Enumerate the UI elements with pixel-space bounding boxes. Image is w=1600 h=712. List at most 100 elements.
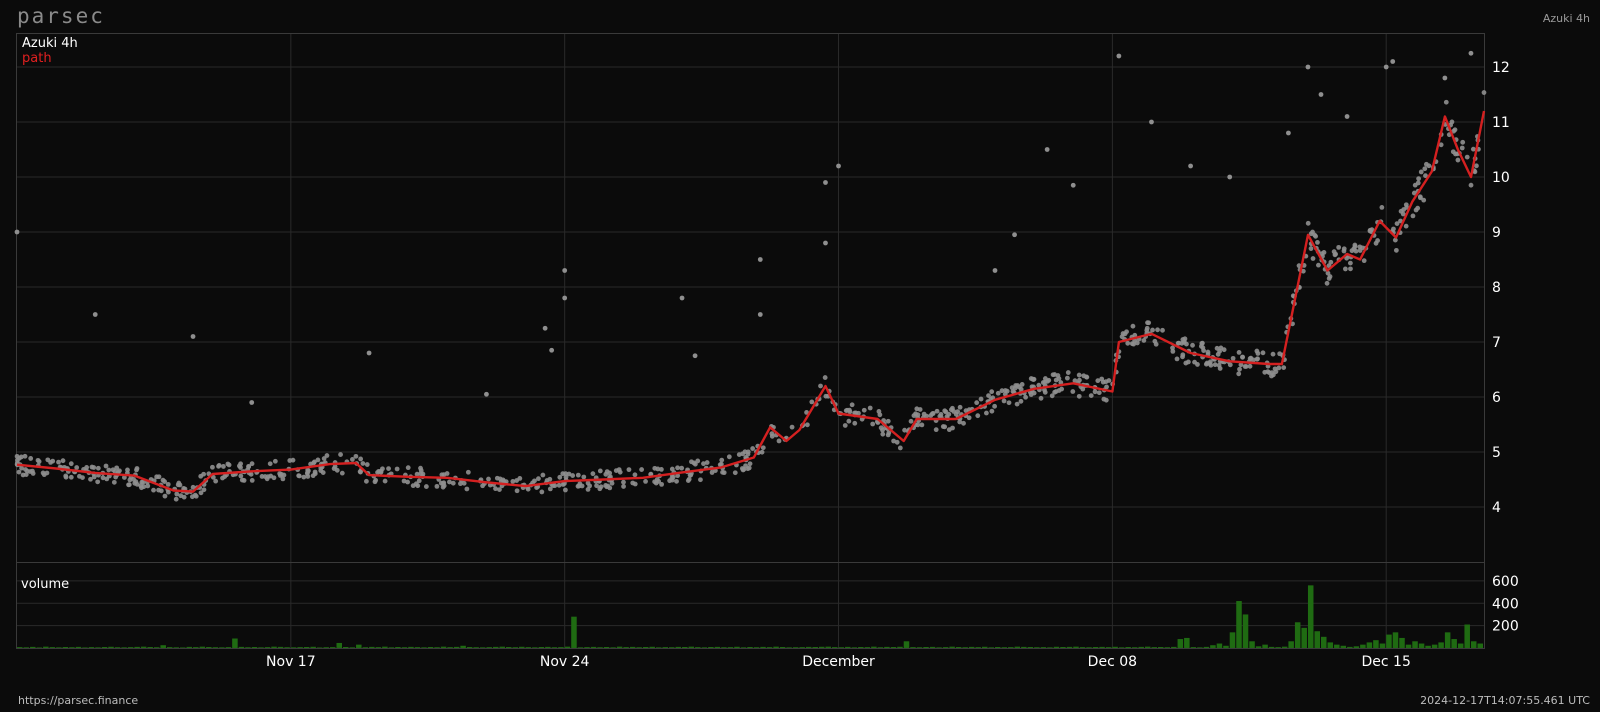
trade-point bbox=[760, 445, 766, 451]
trade-point bbox=[917, 407, 923, 412]
volume-bar bbox=[923, 646, 929, 648]
volume-bar bbox=[1112, 646, 1118, 648]
trade-point bbox=[1464, 154, 1470, 160]
trade-point bbox=[1149, 119, 1154, 125]
trade-point bbox=[366, 350, 372, 356]
trade-point bbox=[822, 375, 828, 380]
volume-bar bbox=[408, 646, 414, 648]
trade-point bbox=[547, 486, 553, 492]
volume-bar bbox=[1099, 646, 1105, 648]
trade-point bbox=[654, 477, 660, 482]
trade-point bbox=[560, 471, 566, 477]
footer-site-link[interactable]: https://parsec.finance bbox=[18, 694, 139, 707]
trade-point bbox=[575, 483, 581, 489]
trade-point bbox=[1204, 360, 1210, 366]
volume-bar bbox=[1210, 645, 1216, 648]
trade-point bbox=[844, 407, 850, 413]
price-path-line bbox=[16, 110, 1486, 493]
volume-bar bbox=[1457, 643, 1464, 648]
volume-bar bbox=[147, 646, 153, 648]
trade-point bbox=[1124, 329, 1129, 335]
volume-bar bbox=[825, 646, 831, 648]
trade-point bbox=[741, 466, 747, 472]
trade-point bbox=[670, 474, 676, 480]
volume-bar bbox=[1060, 646, 1066, 648]
volume-bar bbox=[649, 646, 655, 648]
volume-bar bbox=[466, 646, 473, 648]
trade-point bbox=[842, 423, 848, 428]
trade-point bbox=[1010, 389, 1016, 394]
trade-point bbox=[174, 491, 180, 497]
trade-point bbox=[1422, 166, 1428, 172]
volume-bar bbox=[1412, 641, 1418, 648]
trade-point bbox=[1286, 130, 1291, 136]
trade-point bbox=[1200, 345, 1206, 351]
trade-point bbox=[1001, 398, 1007, 404]
volume-bar bbox=[688, 646, 695, 648]
volume-bar bbox=[669, 647, 675, 648]
trade-point bbox=[643, 478, 648, 484]
volume-bar bbox=[1144, 646, 1151, 648]
volume-bar bbox=[30, 646, 36, 648]
trade-point bbox=[301, 474, 307, 480]
volume-bar bbox=[890, 646, 897, 648]
trade-point bbox=[1266, 370, 1272, 375]
volume-bar bbox=[506, 646, 512, 648]
volume-bar bbox=[1321, 636, 1327, 648]
trade-point bbox=[1096, 390, 1102, 396]
trade-point bbox=[1277, 351, 1283, 357]
trade-point bbox=[225, 461, 231, 467]
trade-point bbox=[210, 474, 216, 480]
volume-bar bbox=[343, 646, 349, 648]
trade-point bbox=[532, 478, 537, 484]
trade-point bbox=[111, 479, 117, 485]
trade-point bbox=[1072, 378, 1078, 384]
trade-point bbox=[181, 494, 187, 500]
trade-point bbox=[1344, 114, 1350, 119]
trade-point bbox=[804, 422, 810, 428]
trade-point bbox=[16, 469, 22, 475]
volume-bar bbox=[88, 647, 95, 648]
trade-point bbox=[1150, 327, 1155, 333]
trade-point bbox=[138, 483, 144, 489]
volume-bar bbox=[199, 646, 206, 648]
volume-bar bbox=[1268, 646, 1275, 648]
volume-bar bbox=[1347, 646, 1353, 648]
trade-point bbox=[718, 461, 724, 467]
trade-point bbox=[1038, 395, 1044, 401]
main-grid bbox=[17, 34, 1484, 562]
volume-bar bbox=[734, 646, 740, 648]
volume-tick-label: 600 bbox=[1492, 574, 1519, 590]
volume-bar bbox=[1431, 644, 1438, 648]
volume-bar bbox=[1229, 632, 1236, 648]
trade-point bbox=[1237, 366, 1242, 372]
volume-bar bbox=[1125, 646, 1131, 648]
price-tick-label: 7 bbox=[1492, 335, 1501, 351]
trade-point bbox=[1418, 169, 1424, 175]
trade-point bbox=[769, 431, 775, 437]
volume-bar bbox=[43, 646, 49, 648]
trade-point bbox=[1179, 340, 1185, 346]
trade-point bbox=[1347, 260, 1353, 266]
trade-point bbox=[1076, 393, 1082, 399]
trade-point bbox=[1360, 245, 1365, 251]
volume-bar bbox=[1399, 637, 1405, 648]
trade-point bbox=[1070, 389, 1076, 394]
volume-bar bbox=[388, 647, 395, 648]
volume-bar bbox=[316, 647, 323, 648]
trade-point bbox=[1141, 338, 1147, 343]
trade-point bbox=[1044, 147, 1050, 152]
trade-point bbox=[1170, 345, 1175, 351]
trade-point bbox=[581, 474, 587, 480]
trade-point bbox=[493, 486, 498, 492]
price-tick-label: 4 bbox=[1492, 500, 1501, 516]
trade-point bbox=[1416, 176, 1422, 182]
volume-bar bbox=[401, 647, 408, 648]
trade-point bbox=[692, 353, 698, 359]
trade-point bbox=[134, 467, 139, 473]
volume-bar bbox=[251, 646, 258, 648]
volume-bar bbox=[1366, 642, 1373, 648]
legend-path: path bbox=[22, 51, 52, 66]
trade-point bbox=[88, 476, 93, 482]
trade-point bbox=[1145, 320, 1150, 326]
